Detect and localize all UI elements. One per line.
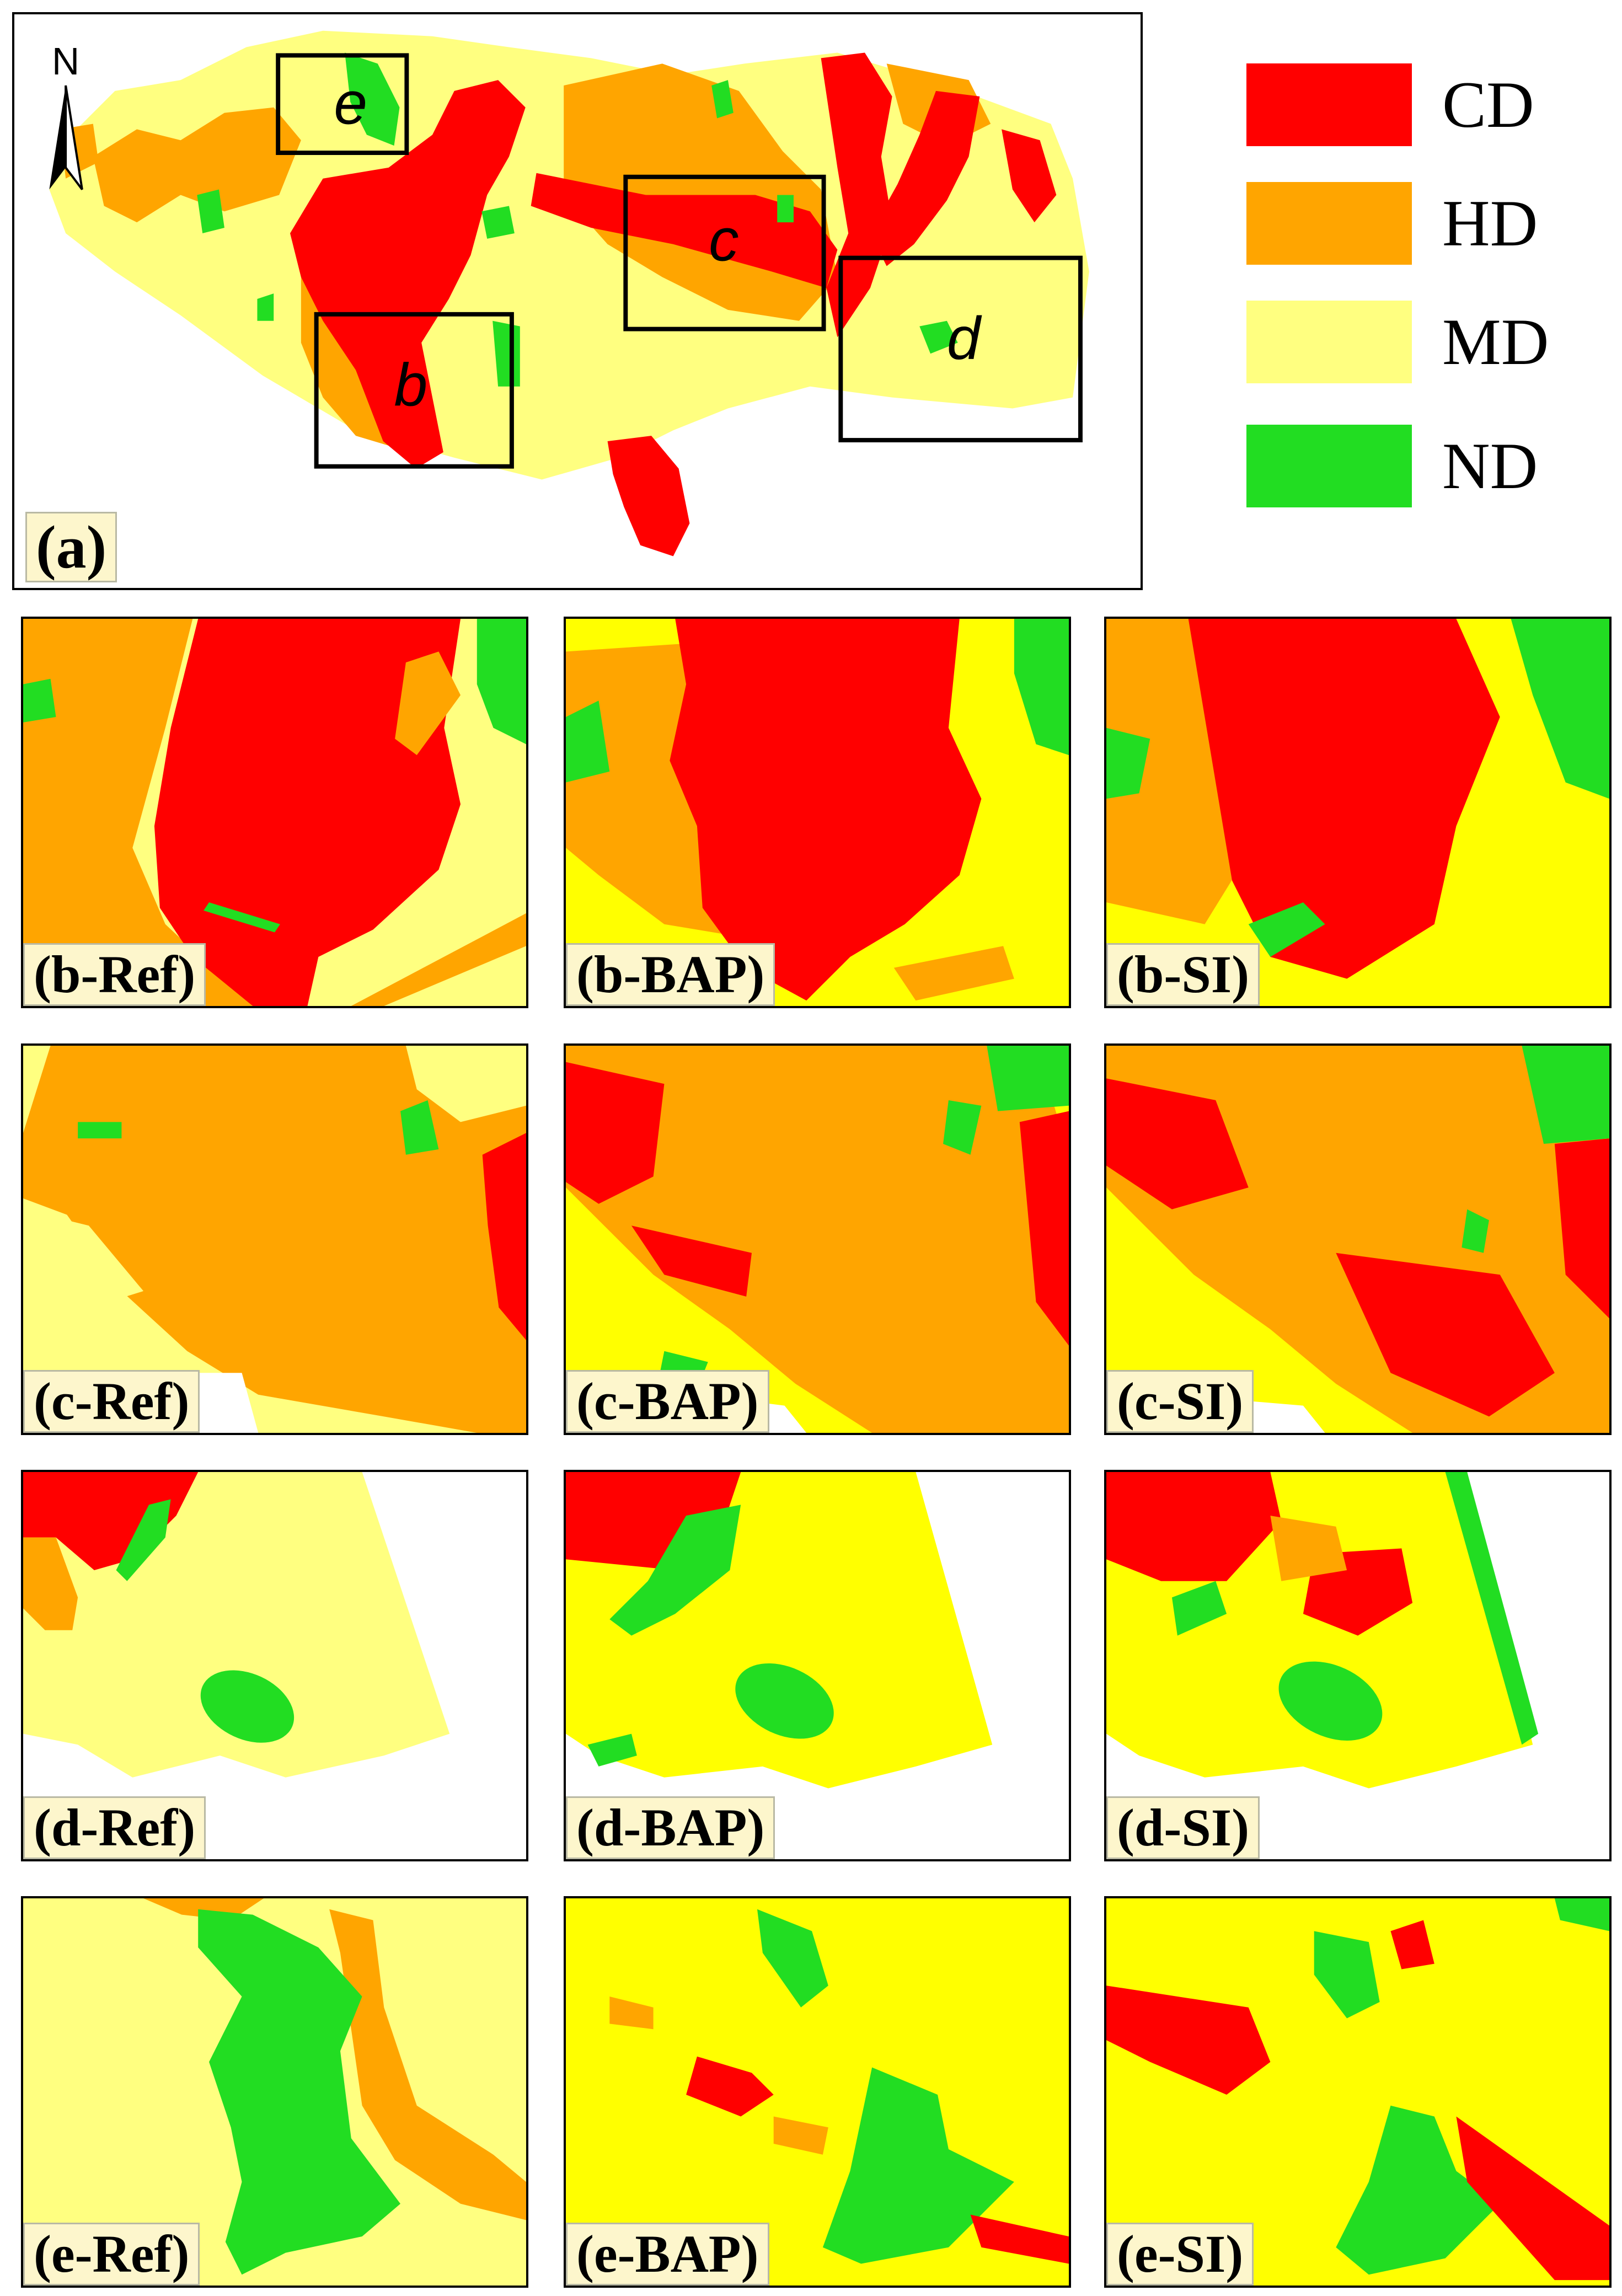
north-label: N (52, 40, 79, 83)
label-c-bap: (c-BAP) (566, 1370, 769, 1433)
overview-map: N e b c d (49, 30, 1089, 556)
nd-swatch (1246, 425, 1412, 507)
overview-map-panel: N e b c d (a) (12, 12, 1143, 590)
panel-c-bap: (c-BAP) (564, 1043, 1071, 1435)
roi-label-e: e (334, 69, 367, 137)
label-e-si: (e-SI) (1106, 2223, 1254, 2286)
nd-region (777, 195, 794, 223)
panel-c-si: (c-SI) (1104, 1043, 1612, 1435)
roi-box-b (314, 312, 514, 469)
legend-label-hd: HD (1442, 186, 1538, 260)
legend-item-md: MD (1246, 301, 1549, 383)
hd-region (93, 107, 301, 223)
legend-label-nd: ND (1442, 429, 1538, 502)
map-b-si (1106, 619, 1609, 1006)
cd-region (531, 173, 838, 288)
roi-box-d (838, 255, 1083, 443)
panel-d-ref: (d-Ref) (21, 1470, 528, 1861)
map-d-bap (566, 1472, 1069, 1859)
label-d-bap: (d-BAP) (566, 1796, 775, 1859)
roi-label-c: c (709, 207, 739, 274)
panel-c-ref: (c-Ref) (21, 1043, 528, 1435)
roi-box-e (276, 53, 409, 156)
nd-region (711, 80, 734, 119)
legend-label-md: MD (1442, 305, 1549, 378)
label-c-ref: (c-Ref) (23, 1370, 200, 1433)
label-b-ref: (b-Ref) (23, 943, 206, 1006)
panel-d-bap: (d-BAP) (564, 1470, 1071, 1861)
panel-e-bap: (e-BAP) (564, 1896, 1071, 2288)
map-d-ref (23, 1472, 526, 1859)
cd-swatch (1246, 63, 1412, 146)
map-b-ref (23, 619, 526, 1006)
legend-item-hd: HD (1246, 182, 1538, 265)
map-e-bap (566, 1898, 1069, 2286)
nd-region (257, 293, 274, 321)
label-c-si: (c-SI) (1106, 1370, 1254, 1433)
panel-b-bap: (b-BAP) (564, 617, 1071, 1008)
overview-label: (a) (25, 512, 117, 582)
panel-b-ref: (b-Ref) (21, 617, 528, 1008)
panel-d-si: (d-SI) (1104, 1470, 1612, 1861)
panel-e-ref: (e-Ref) (21, 1896, 528, 2288)
cd-region (607, 436, 690, 556)
panel-b-si: (b-SI) (1104, 617, 1612, 1008)
nd-region (345, 52, 400, 146)
hd-swatch (1246, 182, 1412, 265)
md-region (49, 30, 1089, 480)
label-b-bap: (b-BAP) (566, 943, 775, 1006)
north-arrow-icon (49, 85, 83, 190)
map-b-bap (566, 619, 1069, 1006)
legend-item-nd: ND (1246, 425, 1538, 507)
label-e-ref: (e-Ref) (23, 2223, 200, 2286)
roi-label-b: b (394, 352, 428, 419)
map-e-ref (23, 1898, 526, 2286)
nd-region (197, 189, 224, 233)
map-e-si (1106, 1898, 1609, 2286)
nd-region (481, 206, 515, 239)
map-c-bap (566, 1046, 1069, 1433)
nd-region (919, 320, 958, 354)
label-d-si: (d-SI) (1106, 1796, 1260, 1859)
label-b-si: (b-SI) (1106, 943, 1260, 1006)
cd-region (290, 80, 526, 469)
label-e-bap: (e-BAP) (566, 2223, 769, 2286)
legend-item-cd: CD (1246, 63, 1534, 146)
cd-region (1002, 129, 1057, 223)
roi-box-c (623, 174, 826, 331)
label-d-ref: (d-Ref) (23, 1796, 206, 1859)
legend-label-cd: CD (1442, 68, 1534, 141)
panel-e-si: (e-SI) (1104, 1896, 1612, 2288)
map-d-si (1106, 1472, 1609, 1859)
cd-region (870, 90, 980, 266)
md-swatch (1246, 301, 1412, 383)
roi-label-d: d (947, 305, 982, 372)
